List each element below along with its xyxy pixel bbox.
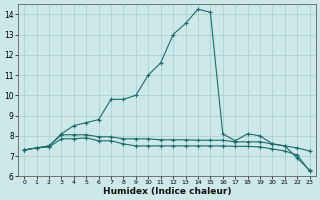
X-axis label: Humidex (Indice chaleur): Humidex (Indice chaleur): [103, 187, 231, 196]
